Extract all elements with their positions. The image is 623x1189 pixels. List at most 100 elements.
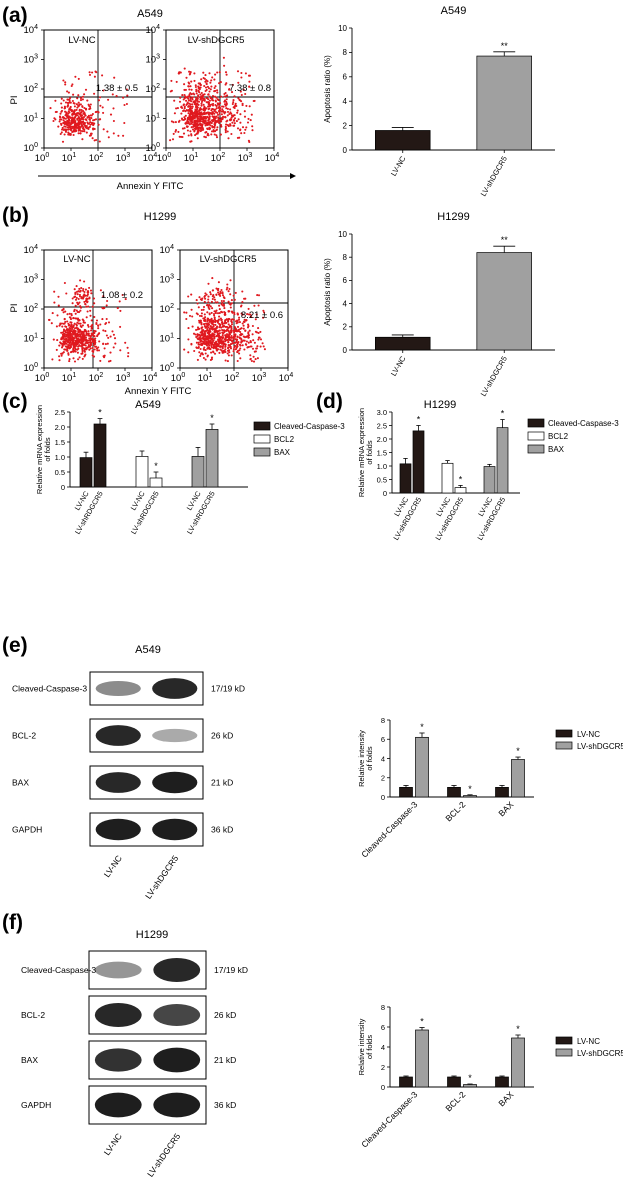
flow-event-dot	[226, 110, 230, 113]
flow-event-dot	[184, 114, 187, 117]
flow-event-dot	[86, 99, 89, 102]
x-tick-label: Cleaved-Caspase-3	[359, 799, 419, 859]
flow-event-dot	[93, 338, 96, 341]
flow-event-dot	[233, 124, 236, 127]
flow-event-dot	[220, 113, 223, 116]
y-tick-label: 0	[381, 793, 385, 802]
flow-event-dot	[194, 84, 197, 87]
tick-exponent: 1	[34, 113, 38, 120]
flow-event-dot	[211, 277, 214, 280]
flow-event-dot	[179, 96, 182, 99]
flow-event-dot	[102, 295, 105, 298]
flow-event-dot	[199, 117, 202, 120]
flow-event-dot	[231, 340, 234, 343]
flow-event-dot	[102, 89, 105, 92]
flow-event-dot	[188, 314, 192, 317]
flow-event-dot	[215, 287, 218, 290]
flow-event-dot	[193, 123, 196, 127]
flow-event-dot	[114, 342, 117, 345]
flow-event-dot	[211, 113, 214, 116]
flow-event-dot	[203, 122, 206, 125]
tick-exponent: 0	[45, 152, 49, 159]
x-tick-label: BCL-2	[443, 799, 467, 823]
flow-event-dot	[232, 119, 236, 122]
flow-y-tick-label: 100	[24, 362, 39, 374]
flow-event-dot	[216, 312, 220, 315]
tick-base: 10	[143, 153, 154, 164]
flow-event-dot	[199, 347, 202, 351]
flow-event-dot	[200, 102, 203, 105]
flow-event-dot	[73, 327, 77, 330]
tick-exponent: 0	[156, 142, 160, 149]
flow-event-dot	[211, 321, 214, 324]
flow-event-dot	[87, 334, 90, 337]
flow-event-dot	[56, 314, 59, 317]
flow-event-dot	[74, 120, 77, 123]
flow-event-dot	[183, 348, 186, 351]
flow-event-dot	[208, 346, 211, 349]
flow-event-dot	[204, 352, 207, 355]
flow-event-dot	[83, 130, 86, 133]
flow-event-dot	[261, 342, 264, 345]
flow-event-dot	[204, 292, 207, 295]
flow-y-tick-label: 101	[24, 333, 39, 345]
flow-event-dot	[86, 342, 89, 345]
y-tick-label: 6	[381, 1023, 385, 1032]
flow-x-tick-label: 101	[184, 152, 199, 164]
flow-event-dot	[190, 293, 193, 296]
flow-event-dot	[76, 310, 79, 314]
flow-event-dot	[193, 72, 196, 75]
flow-event-dot	[193, 79, 196, 82]
flow-event-dot	[83, 124, 87, 127]
flow-x-tick-label: 103	[116, 372, 131, 384]
flow-event-dot	[237, 81, 240, 84]
flow-y-tick-label: 103	[24, 274, 39, 286]
flow-event-dot	[80, 325, 83, 328]
flow-event-dot	[201, 99, 204, 102]
legend-label: Cleaved-Caspase-3	[274, 422, 345, 431]
flow-event-dot	[230, 328, 233, 332]
flow-event-dot	[83, 334, 86, 337]
flow-event-dot	[101, 74, 104, 77]
flow-event-dot	[189, 105, 192, 108]
flow-event-dot	[72, 110, 75, 114]
flow-event-dot	[213, 316, 216, 319]
bar	[374, 130, 431, 151]
flow-event-dot	[189, 85, 192, 88]
flow-event-dot	[81, 357, 84, 360]
flow-event-dot	[63, 322, 66, 325]
flow-event-dot	[226, 286, 229, 289]
flow-event-dot	[217, 345, 220, 348]
flow-event-dot	[224, 359, 227, 362]
flow-event-dot	[76, 118, 79, 121]
y-tick-label: 8	[381, 1003, 385, 1012]
flow-event-dot	[79, 103, 82, 106]
flow-event-dot	[66, 313, 69, 316]
y-tick-label: 2	[343, 323, 348, 332]
flow-event-dot	[79, 279, 82, 282]
flow-event-dot	[82, 287, 85, 291]
y-axis-label: of folds	[43, 437, 52, 461]
flow-event-dot	[92, 343, 95, 346]
flow-event-dot	[77, 333, 80, 336]
flow-event-dot	[201, 297, 204, 300]
flow-event-dot	[72, 342, 75, 345]
flow-event-dot	[127, 355, 130, 358]
flow-event-dot	[101, 106, 104, 109]
flow-event-dot	[220, 319, 223, 322]
flow-event-dot	[211, 343, 214, 346]
flow-event-dot	[177, 130, 180, 133]
blot-lane-label: LV-NC	[102, 1131, 124, 1157]
flow-event-dot	[236, 111, 239, 114]
flow-event-dot	[251, 125, 254, 128]
flow-event-dot	[118, 300, 121, 303]
flow-y-tick-label: 102	[24, 303, 39, 315]
flow-event-dot	[85, 340, 88, 343]
flow-event-dot	[239, 333, 242, 336]
flow-event-dot	[73, 330, 76, 333]
flow-event-dot	[81, 324, 84, 327]
flow-event-dot	[223, 92, 226, 96]
flow-event-dot	[65, 325, 68, 328]
flow-event-dot	[230, 91, 234, 94]
